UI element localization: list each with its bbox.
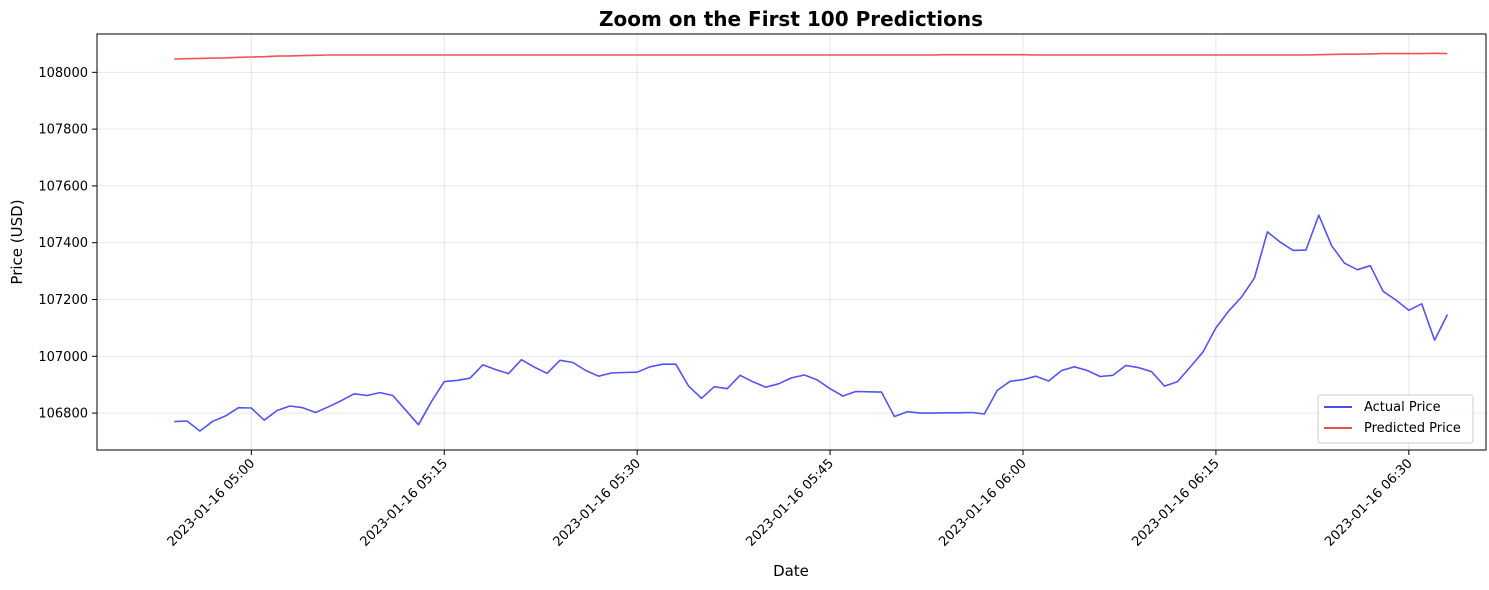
legend-label-actual: Actual Price <box>1364 400 1441 415</box>
y-tick-label: 107800 <box>38 123 88 138</box>
legend-box <box>1317 394 1474 444</box>
x-tick-label: 2023-01-16 05:45 <box>743 456 836 549</box>
y-axis-label: Price (USD) <box>8 199 26 284</box>
x-tick-label: 2023-01-16 06:15 <box>1129 456 1222 549</box>
y-tick-label: 108000 <box>38 66 88 81</box>
plot-frame <box>96 33 1487 451</box>
x-tick-label: 2023-01-16 06:00 <box>936 456 1029 549</box>
chart-title: Zoom on the First 100 Predictions <box>599 7 983 31</box>
series-lines <box>174 52 1449 432</box>
y-tick-label: 107400 <box>38 236 88 251</box>
y-tick-label: 107000 <box>38 350 88 365</box>
x-tick-label: 2023-01-16 05:30 <box>551 456 644 549</box>
y-tick-label: 107600 <box>38 179 88 194</box>
grid-lines <box>97 34 1486 450</box>
legend-label-predicted: Predicted Price <box>1364 421 1461 436</box>
x-tick-label: 2023-01-16 06:30 <box>1322 456 1415 549</box>
x-tick-label: 2023-01-16 05:15 <box>358 456 451 549</box>
y-axis-ticks: 106800 107000 107200 107400 107600 107800 1080… <box>38 66 97 422</box>
y-tick-label: 107200 <box>38 293 88 308</box>
x-tick-label: 2023-01-16 05:00 <box>165 456 258 549</box>
actual-price-line <box>174 214 1449 432</box>
legend: Actual Price Predicted Price <box>1317 394 1474 444</box>
x-axis-label: Date <box>773 562 809 580</box>
x-axis-ticks: 2023-01-16 05:00 2023-01-16 05:15 2023-01-… <box>165 450 1416 550</box>
y-tick-label: 106800 <box>38 407 88 422</box>
predicted-price-line <box>174 52 1448 60</box>
